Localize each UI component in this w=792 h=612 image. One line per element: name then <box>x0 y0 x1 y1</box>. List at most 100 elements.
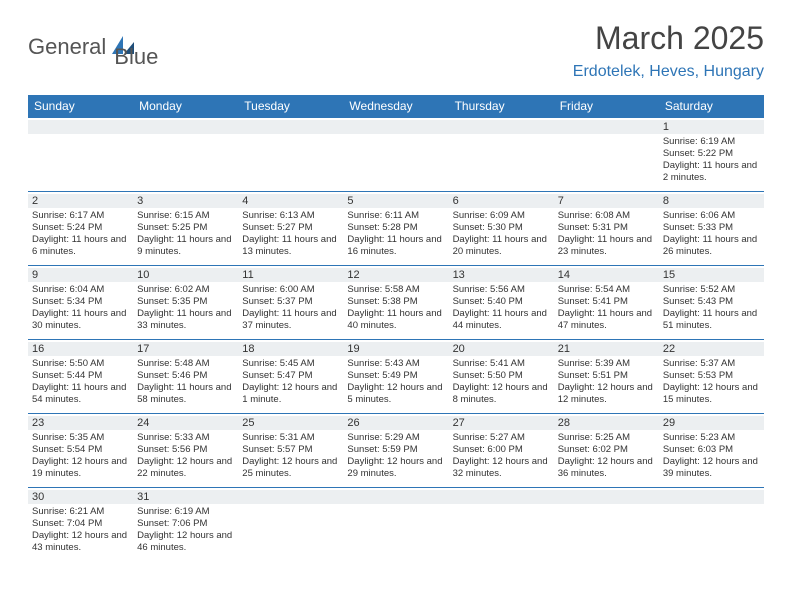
day-number: 14 <box>554 268 659 282</box>
sunset-text: Sunset: 6:00 PM <box>453 444 550 456</box>
day-number <box>28 120 133 134</box>
calendar-cell: 11Sunrise: 6:00 AMSunset: 5:37 PMDayligh… <box>238 266 343 340</box>
sunrise-text: Sunrise: 6:13 AM <box>242 210 339 222</box>
calendar-cell: 19 Sunrise: 5:43 AMSunset: 5:49 PMDayligh… <box>343 340 448 414</box>
day-number: 16 <box>28 342 133 356</box>
sunrise-text: Sunrise: 5:37 AM <box>663 358 760 370</box>
sunrise-text: Sunrise: 5:54 AM <box>558 284 655 296</box>
sunset-text: Sunset: 5:40 PM <box>453 296 550 308</box>
sunset-text: Sunset: 5:50 PM <box>453 370 550 382</box>
daylight-text: Daylight: 11 hours and 13 minutes. <box>242 234 339 258</box>
calendar-cell <box>238 118 343 192</box>
sunset-text: Sunset: 5:41 PM <box>558 296 655 308</box>
day-number: 2 <box>28 194 133 208</box>
sunset-text: Sunset: 5:31 PM <box>558 222 655 234</box>
sunset-text: Sunset: 5:33 PM <box>663 222 760 234</box>
day-number: 11 <box>238 268 343 282</box>
calendar-cell: 4 Sunrise: 6:13 AMSunset: 5:27 PMDaylight… <box>238 192 343 266</box>
sunrise-text: Sunrise: 5:48 AM <box>137 358 234 370</box>
daylight-text: Daylight: 12 hours and 36 minutes. <box>558 456 655 480</box>
sunrise-text: Sunrise: 6:19 AM <box>137 506 234 518</box>
sunset-text: Sunset: 5:25 PM <box>137 222 234 234</box>
brand-logo: General Blue <box>28 24 158 70</box>
day-info: Sunrise: 6:11 AMSunset: 5:28 PMDaylight:… <box>347 210 444 258</box>
daylight-text: Daylight: 11 hours and 40 minutes. <box>347 308 444 332</box>
calendar-cell <box>554 488 659 562</box>
daylight-text: Daylight: 11 hours and 54 minutes. <box>32 382 129 406</box>
day-number: 18 <box>238 342 343 356</box>
daylight-text: Daylight: 12 hours and 25 minutes. <box>242 456 339 480</box>
calendar-cell: 7Sunrise: 6:08 AMSunset: 5:31 PMDaylight… <box>554 192 659 266</box>
sunrise-text: Sunrise: 6:02 AM <box>137 284 234 296</box>
sunset-text: Sunset: 5:53 PM <box>663 370 760 382</box>
sunset-text: Sunset: 5:46 PM <box>137 370 234 382</box>
daylight-text: Daylight: 12 hours and 32 minutes. <box>453 456 550 480</box>
calendar-week-row: 9Sunrise: 6:04 AMSunset: 5:34 PMDaylight… <box>28 266 764 340</box>
calendar-cell: 13Sunrise: 5:56 AMSunset: 5:40 PMDayligh… <box>449 266 554 340</box>
day-header: Wednesday <box>343 95 448 118</box>
sunrise-text: Sunrise: 5:50 AM <box>32 358 129 370</box>
day-number: 15 <box>659 268 764 282</box>
location-label: Erdotelek, Heves, Hungary <box>573 63 764 81</box>
daylight-text: Daylight: 12 hours and 1 minute. <box>242 382 339 406</box>
day-info: Sunrise: 6:13 AMSunset: 5:27 PMDaylight:… <box>242 210 339 258</box>
calendar-cell: 28 Sunrise: 5:25 AMSunset: 6:02 PMDayligh… <box>554 414 659 488</box>
day-number: 8 <box>659 194 764 208</box>
day-number: 25 <box>238 416 343 430</box>
daylight-text: Daylight: 11 hours and 2 minutes. <box>663 160 760 184</box>
sunrise-text: Sunrise: 6:08 AM <box>558 210 655 222</box>
brand-name-2: Blue <box>114 44 158 69</box>
day-header: Sunday <box>28 95 133 118</box>
day-number: 29 <box>659 416 764 430</box>
daylight-text: Daylight: 12 hours and 15 minutes. <box>663 382 760 406</box>
day-info: Sunrise: 5:48 AMSunset: 5:46 PMDaylight:… <box>137 358 234 406</box>
day-info: Sunrise: 5:43 AMSunset: 5:49 PMDaylight:… <box>347 358 444 406</box>
calendar-cell: 23Sunrise: 5:35 AMSunset: 5:54 PMDayligh… <box>28 414 133 488</box>
daylight-text: Daylight: 11 hours and 23 minutes. <box>558 234 655 258</box>
calendar-cell: 25Sunrise: 5:31 AMSunset: 5:57 PMDayligh… <box>238 414 343 488</box>
sunrise-text: Sunrise: 6:09 AM <box>453 210 550 222</box>
sunrise-text: Sunrise: 5:41 AM <box>453 358 550 370</box>
calendar-cell: 22Sunrise: 5:37 AMSunset: 5:53 PMDayligh… <box>659 340 764 414</box>
calendar-week-row: 2Sunrise: 6:17 AMSunset: 5:24 PMDaylight… <box>28 192 764 266</box>
calendar-cell <box>449 118 554 192</box>
sunset-text: Sunset: 5:30 PM <box>453 222 550 234</box>
sunrise-text: Sunrise: 6:00 AM <box>242 284 339 296</box>
calendar-cell: 3Sunrise: 6:15 AMSunset: 5:25 PMDaylight… <box>133 192 238 266</box>
calendar-cell <box>449 488 554 562</box>
day-number: 20 <box>449 342 554 356</box>
day-info: Sunrise: 5:25 AMSunset: 6:02 PMDaylight:… <box>558 432 655 480</box>
daylight-text: Daylight: 12 hours and 12 minutes. <box>558 382 655 406</box>
brand-name-1: General <box>28 34 106 60</box>
daylight-text: Daylight: 11 hours and 51 minutes. <box>663 308 760 332</box>
day-number: 28 <box>554 416 659 430</box>
day-number <box>133 120 238 134</box>
daylight-text: Daylight: 11 hours and 26 minutes. <box>663 234 760 258</box>
sunset-text: Sunset: 5:24 PM <box>32 222 129 234</box>
day-number: 9 <box>28 268 133 282</box>
sunset-text: Sunset: 5:56 PM <box>137 444 234 456</box>
day-number: 19 <box>343 342 448 356</box>
daylight-text: Daylight: 11 hours and 6 minutes. <box>32 234 129 258</box>
day-info: Sunrise: 5:52 AMSunset: 5:43 PMDaylight:… <box>663 284 760 332</box>
daylight-text: Daylight: 11 hours and 9 minutes. <box>137 234 234 258</box>
day-number: 6 <box>449 194 554 208</box>
day-number: 21 <box>554 342 659 356</box>
day-number: 4 <box>238 194 343 208</box>
calendar-week-row: 30Sunrise: 6:21 AMSunset: 7:04 PMDayligh… <box>28 488 764 562</box>
calendar-week-row: 16Sunrise: 5:50 AMSunset: 5:44 PMDayligh… <box>28 340 764 414</box>
sunrise-text: Sunrise: 6:21 AM <box>32 506 129 518</box>
calendar-week-row: 23Sunrise: 5:35 AMSunset: 5:54 PMDayligh… <box>28 414 764 488</box>
calendar-table: Sunday Monday Tuesday Wednesday Thursday… <box>28 95 764 562</box>
calendar-cell: 2Sunrise: 6:17 AMSunset: 5:24 PMDaylight… <box>28 192 133 266</box>
calendar-cell: 21Sunrise: 5:39 AMSunset: 5:51 PMDayligh… <box>554 340 659 414</box>
sunset-text: Sunset: 6:02 PM <box>558 444 655 456</box>
calendar-cell: 1Sunrise: 6:19 AMSunset: 5:22 PMDaylight… <box>659 118 764 192</box>
daylight-text: Daylight: 12 hours and 29 minutes. <box>347 456 444 480</box>
sunrise-text: Sunrise: 6:19 AM <box>663 136 760 148</box>
day-number <box>238 120 343 134</box>
sunset-text: Sunset: 5:22 PM <box>663 148 760 160</box>
day-info: Sunrise: 6:02 AMSunset: 5:35 PMDaylight:… <box>137 284 234 332</box>
sunrise-text: Sunrise: 5:58 AM <box>347 284 444 296</box>
day-info: Sunrise: 6:15 AMSunset: 5:25 PMDaylight:… <box>137 210 234 258</box>
